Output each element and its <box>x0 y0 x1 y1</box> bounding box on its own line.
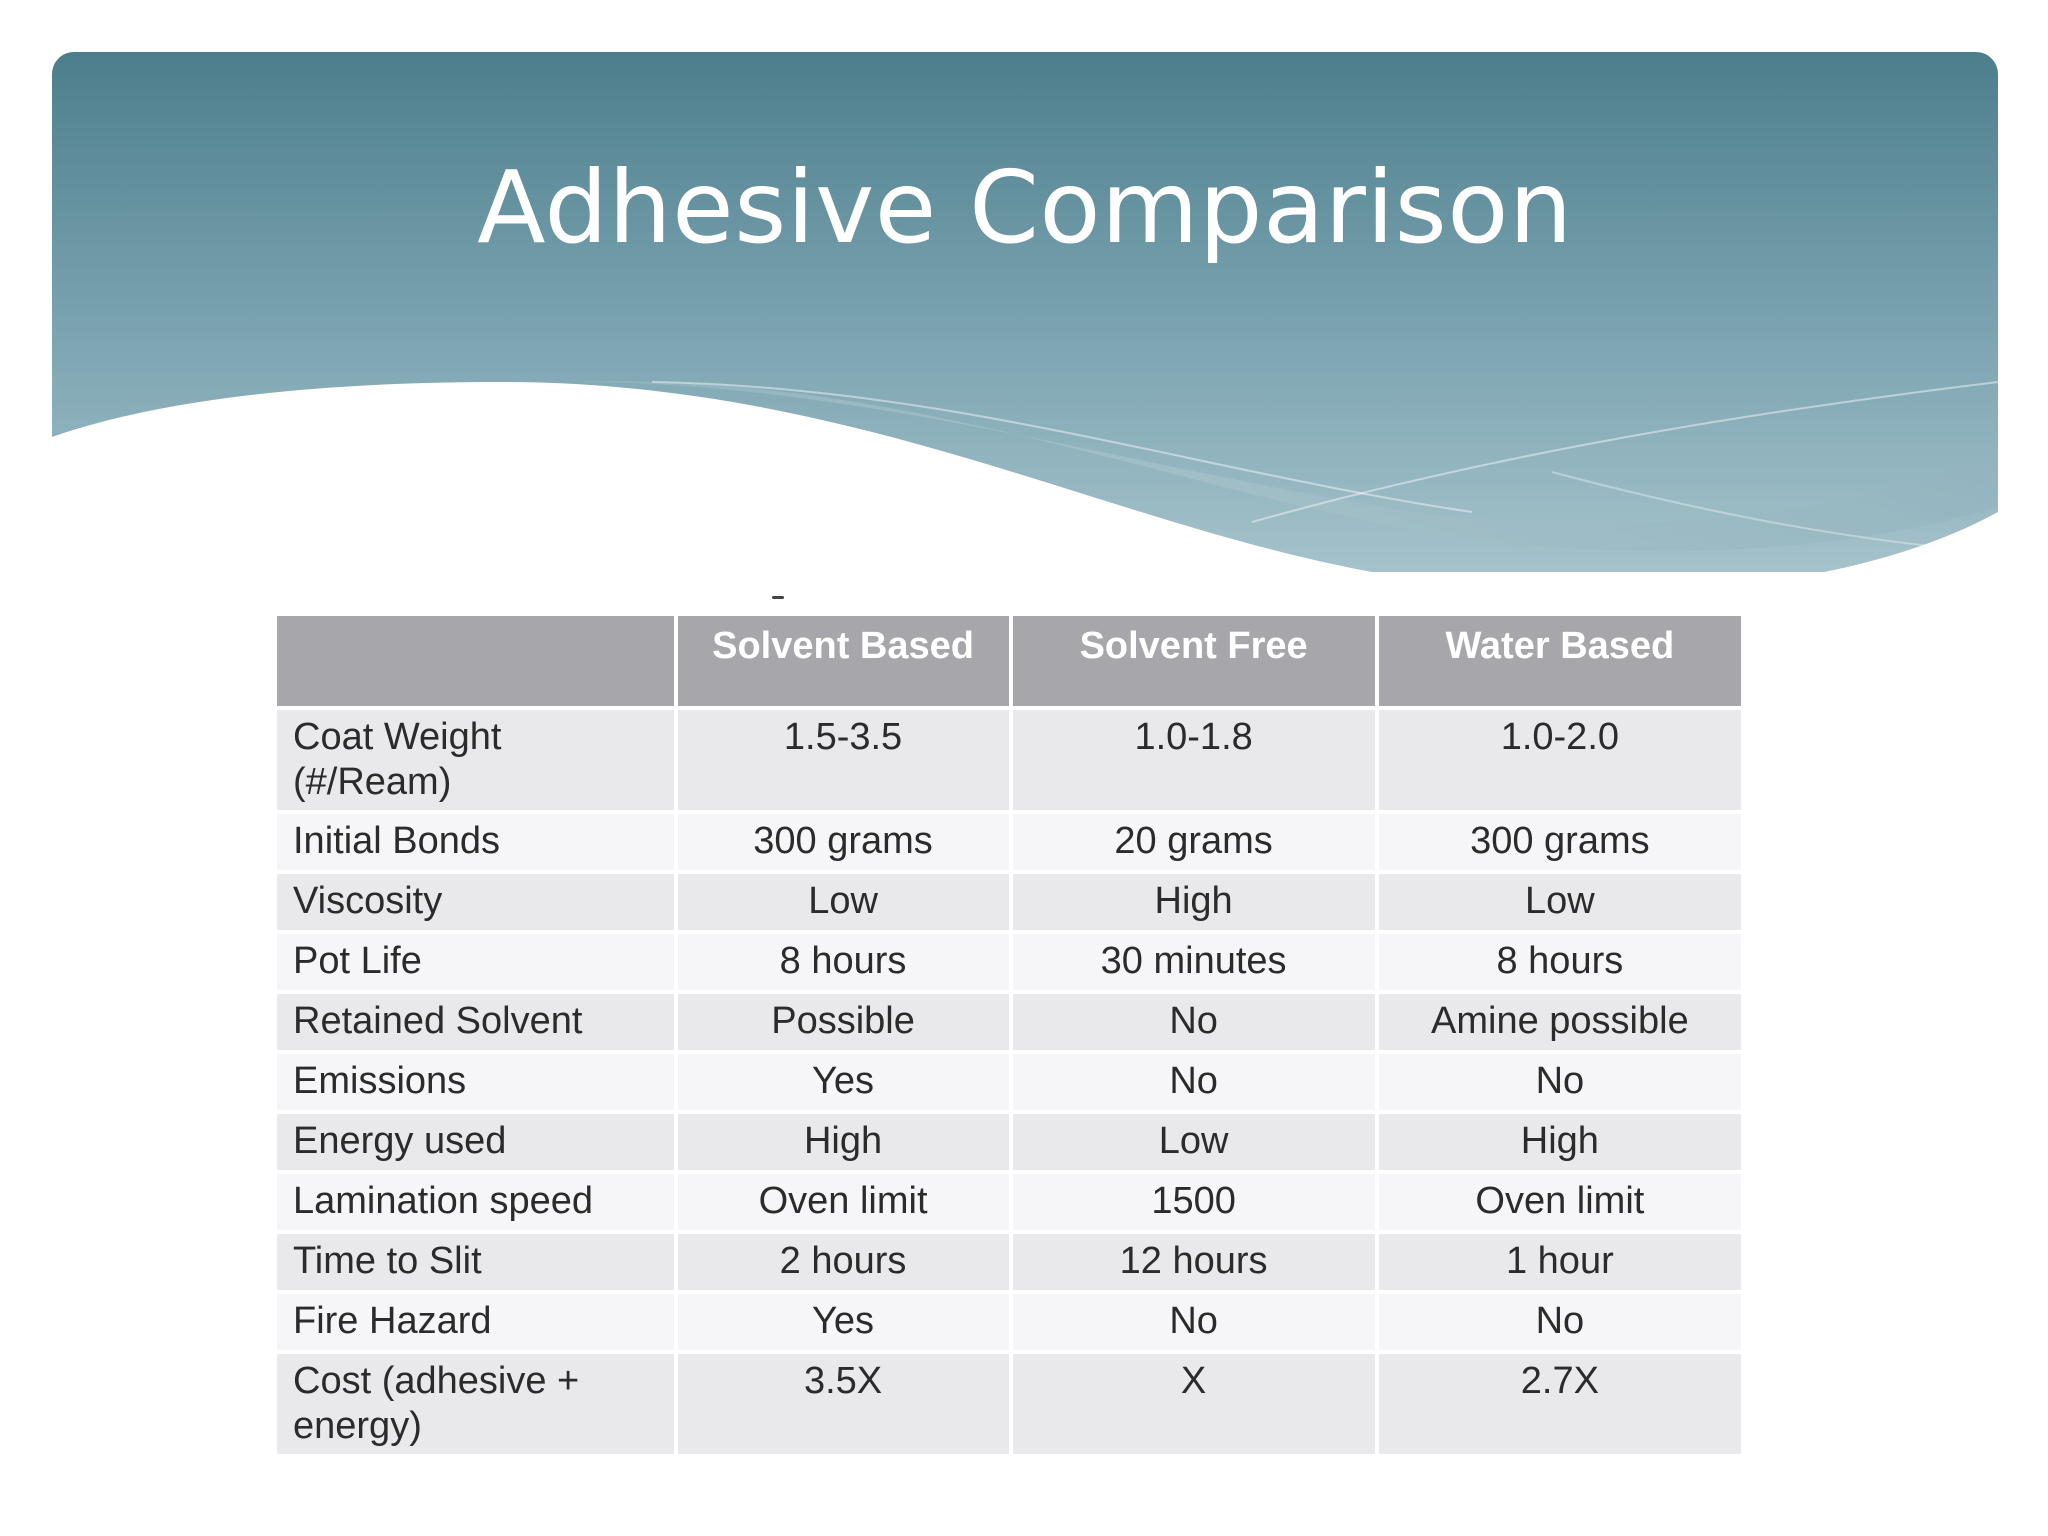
header-cell-water-based: Water Based <box>1378 616 1741 706</box>
row-label: Fire Hazard <box>277 1294 674 1350</box>
table-row: Retained Solvent Possible No Amine possi… <box>277 994 1741 1050</box>
table-row: Viscosity Low High Low <box>277 874 1741 930</box>
table-cell: X <box>1012 1354 1375 1454</box>
table-row: Emissions Yes No No <box>277 1054 1741 1110</box>
table-cell: Possible <box>677 994 1009 1050</box>
header-cell-solvent-free: Solvent Free <box>1012 616 1375 706</box>
table-cell: Oven limit <box>1378 1174 1741 1230</box>
table-row: Initial Bonds 300 grams 20 grams 300 gra… <box>277 814 1741 870</box>
comparison-table: Solvent Based Solvent Free Water Based C… <box>273 612 1745 1458</box>
table-cell: 20 grams <box>1012 814 1375 870</box>
table-cell: 1 hour <box>1378 1234 1741 1290</box>
table-cell: Low <box>1378 874 1741 930</box>
table-cell: Low <box>1012 1114 1375 1170</box>
table-row: Time to Slit 2 hours 12 hours 1 hour <box>277 1234 1741 1290</box>
header-banner <box>52 52 1998 572</box>
table-cell: 2.7X <box>1378 1354 1741 1454</box>
slide-title: Adhesive Comparison <box>477 149 1573 266</box>
row-label: Pot Life <box>277 934 674 990</box>
table-cell: No <box>1012 994 1375 1050</box>
stray-mark <box>772 596 784 599</box>
table-cell: Oven limit <box>677 1174 1009 1230</box>
table-cell: 1.5-3.5 <box>677 710 1009 810</box>
table-cell: 12 hours <box>1012 1234 1375 1290</box>
table-cell: 30 minutes <box>1012 934 1375 990</box>
table-cell: Amine possible <box>1378 994 1741 1050</box>
table-cell: High <box>1012 874 1375 930</box>
row-label: Emissions <box>277 1054 674 1110</box>
table-cell: 3.5X <box>677 1354 1009 1454</box>
row-label: Viscosity <box>277 874 674 930</box>
table-row: Pot Life 8 hours 30 minutes 8 hours <box>277 934 1741 990</box>
table-row: Lamination speed Oven limit 1500 Oven li… <box>277 1174 1741 1230</box>
table-cell: 1500 <box>1012 1174 1375 1230</box>
table-cell: 8 hours <box>677 934 1009 990</box>
table-cell: No <box>1012 1054 1375 1110</box>
header-cell-empty <box>277 616 674 706</box>
header-row: Solvent Based Solvent Free Water Based <box>277 616 1741 706</box>
table-cell: Low <box>677 874 1009 930</box>
table-cell: No <box>1378 1054 1741 1110</box>
table-cell: 8 hours <box>1378 934 1741 990</box>
table-cell: 1.0-2.0 <box>1378 710 1741 810</box>
table-cell: 300 grams <box>1378 814 1741 870</box>
table-row: Energy used High Low High <box>277 1114 1741 1170</box>
table-row: Fire Hazard Yes No No <box>277 1294 1741 1350</box>
row-label: Energy used <box>277 1114 674 1170</box>
row-label: Time to Slit <box>277 1234 674 1290</box>
table-cell: No <box>1012 1294 1375 1350</box>
row-label: Cost (adhesive + energy) <box>277 1354 674 1454</box>
table-cell: 1.0-1.8 <box>1012 710 1375 810</box>
row-label: Coat Weight (#/Ream) <box>277 710 674 810</box>
row-label: Retained Solvent <box>277 994 674 1050</box>
table-cell: Yes <box>677 1294 1009 1350</box>
table-cell: High <box>677 1114 1009 1170</box>
row-label: Lamination speed <box>277 1174 674 1230</box>
table-cell: No <box>1378 1294 1741 1350</box>
table-cell: 2 hours <box>677 1234 1009 1290</box>
table-cell: 300 grams <box>677 814 1009 870</box>
header-cell-solvent-based: Solvent Based <box>677 616 1009 706</box>
table-cell: High <box>1378 1114 1741 1170</box>
table-cell: Yes <box>677 1054 1009 1110</box>
table-row: Cost (adhesive + energy) 3.5X X 2.7X <box>277 1354 1741 1454</box>
row-label: Initial Bonds <box>277 814 674 870</box>
table-row: Coat Weight (#/Ream) 1.5-3.5 1.0-1.8 1.0… <box>277 710 1741 810</box>
